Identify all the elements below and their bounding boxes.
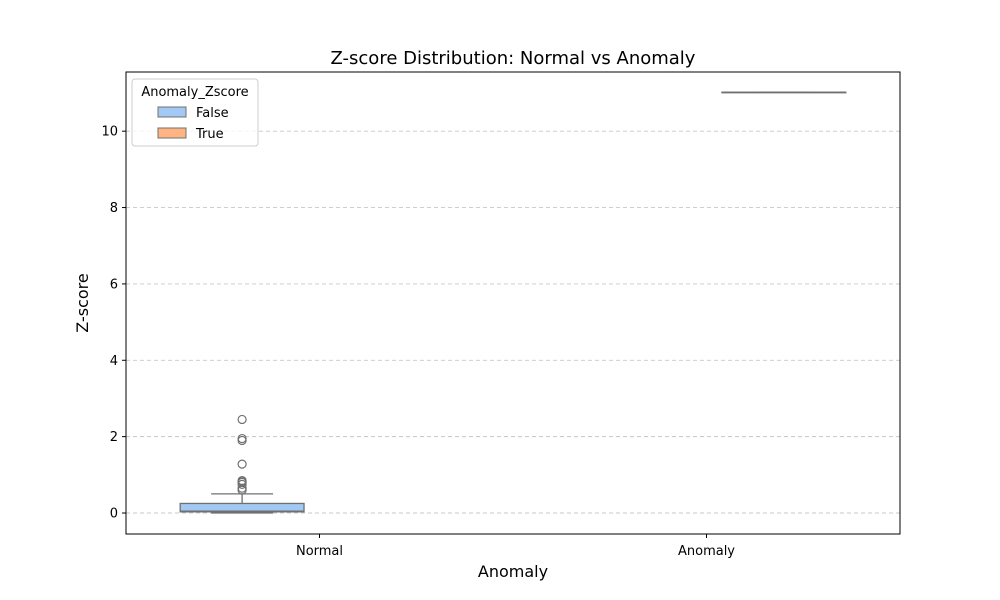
- chart-title: Z-score Distribution: Normal vs Anomaly: [331, 48, 696, 69]
- y-tick-label: 6: [110, 277, 118, 292]
- outlier-point: [237, 475, 247, 486]
- box-iqr: [179, 502, 305, 513]
- legend-label-true: True: [195, 127, 224, 142]
- y-tick-label: 8: [110, 201, 118, 216]
- y-tick-label: 4: [110, 354, 118, 369]
- tick-layer: 0 2 4 6 8 10 Normal Anomaly: [101, 125, 735, 559]
- x-axis-label: Anomaly: [478, 562, 548, 581]
- y-axis-label: Z-score: [73, 273, 92, 332]
- x-tick-label: Anomaly: [678, 544, 735, 559]
- legend-title: Anomaly_Zscore: [141, 85, 248, 100]
- outlier-point: [237, 414, 247, 425]
- legend: Anomaly_Zscore False True: [131, 78, 259, 147]
- legend-label-false: False: [196, 106, 229, 121]
- y-tick-label: 10: [101, 125, 118, 140]
- legend-swatch-false: [157, 106, 187, 118]
- outlier-point: [237, 459, 247, 469]
- x-tick-label: Normal: [296, 544, 343, 559]
- box-layer: [179, 91, 847, 514]
- outlier-point: [237, 433, 247, 444]
- legend-swatch-true: [157, 127, 187, 139]
- y-tick-label: 0: [110, 507, 118, 522]
- plot-frame: [125, 71, 901, 535]
- y-tick-label: 2: [110, 430, 118, 445]
